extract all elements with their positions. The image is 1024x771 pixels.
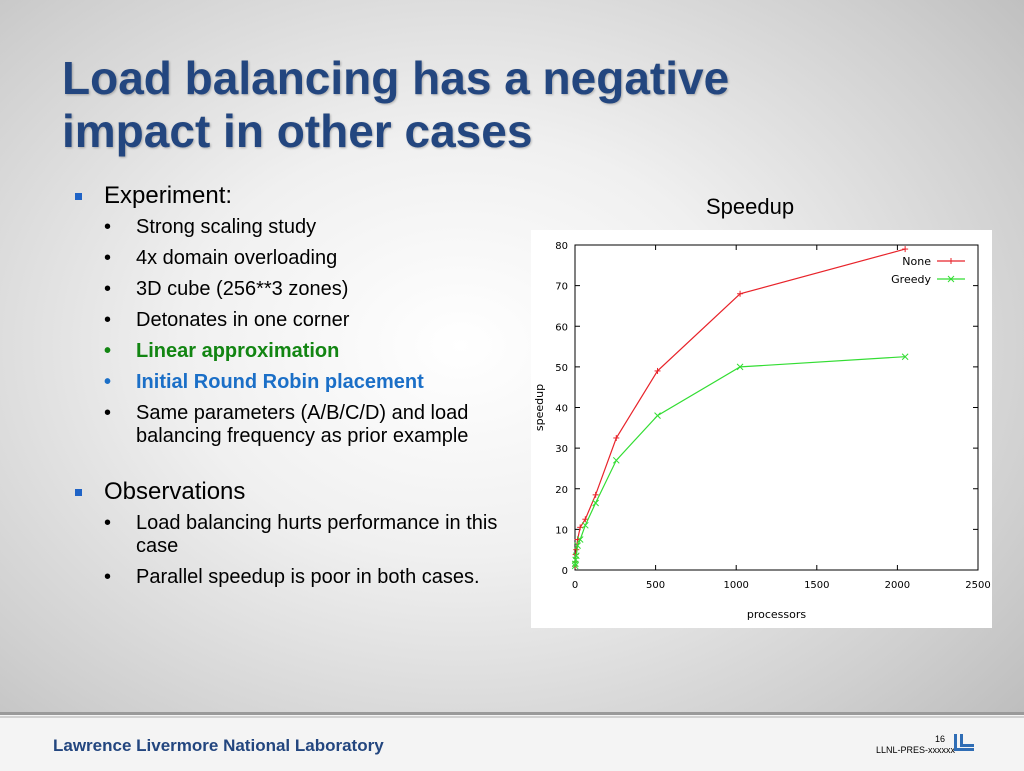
y-tick-label: 10 bbox=[555, 525, 568, 536]
legend-label-greedy: Greedy bbox=[891, 273, 931, 286]
list-item: • Detonates in one corner bbox=[104, 309, 350, 331]
y-tick-label: 20 bbox=[555, 485, 568, 496]
speedup-chart: 0 10 20 30 40 50 60 70 80 0 500 1000 1500 2000 2500 pro… bbox=[531, 230, 992, 628]
data-point-greedy bbox=[901, 353, 909, 361]
y-tick-label: 60 bbox=[555, 322, 568, 333]
y-tick-label: 30 bbox=[555, 444, 568, 455]
data-point-none bbox=[654, 367, 661, 374]
y-tick-label: 40 bbox=[555, 404, 568, 415]
page-number: 16 bbox=[935, 734, 946, 744]
title-line-1: Load balancing has a negative bbox=[62, 52, 730, 104]
bullet-observations: Observations bbox=[72, 478, 522, 506]
footer-divider bbox=[0, 716, 1024, 718]
footer-bar bbox=[0, 712, 1024, 771]
data-point-greedy bbox=[612, 456, 620, 464]
chart-svg: 0 10 20 30 40 50 60 70 80 0 500 1000 1500 2000 2500 pro… bbox=[533, 241, 991, 621]
y-tick-label: 50 bbox=[555, 363, 568, 374]
data-point-none bbox=[902, 246, 909, 253]
data-point-greedy bbox=[576, 536, 584, 543]
observations-sublist: • Load balancing hurts performance in thi… bbox=[72, 512, 522, 589]
data-point-greedy bbox=[736, 363, 744, 371]
data-point-none bbox=[577, 524, 584, 531]
data-point-none bbox=[582, 516, 589, 523]
data-point-none bbox=[737, 290, 744, 297]
presentation-id: LLNL-PRES-xxxxxx bbox=[876, 745, 956, 755]
bullet-list: Experiment: • Strong scaling study • 4x do… bbox=[72, 182, 522, 597]
list-item-round-robin: • Initial Round Robin placement bbox=[104, 371, 424, 393]
experiment-sublist: • Strong scaling study • 4x domain overloa… bbox=[72, 216, 522, 448]
list-item: • Strong scaling study bbox=[104, 216, 317, 238]
legend-marker-greedy bbox=[947, 275, 955, 283]
list-item: • Load balancing hurts performance in thi… bbox=[104, 512, 498, 557]
lab-name: Lawrence Livermore National Laboratory bbox=[53, 736, 384, 755]
y-axis-label: speedup bbox=[533, 384, 546, 431]
x-tick-label: 1500 bbox=[804, 580, 829, 591]
x-tick-label: 2500 bbox=[965, 580, 990, 591]
bullet-experiment: Experiment: bbox=[72, 182, 522, 210]
list-item: • Same parameters (A/B/C/D) and load bala… bbox=[104, 402, 469, 447]
x-tick-label: 0 bbox=[572, 580, 578, 591]
x-tick-label: 500 bbox=[646, 580, 665, 591]
list-item: • 3D cube (256**3 zones) bbox=[104, 278, 349, 300]
data-point-greedy bbox=[574, 542, 581, 549]
x-tick-label: 1000 bbox=[723, 580, 748, 591]
data-point-none bbox=[613, 434, 620, 441]
legend-label-none: None bbox=[902, 255, 931, 268]
slide-title: Load balancing has a negative impact in … bbox=[62, 52, 962, 158]
list-item: • Parallel speedup is poor in both cases. bbox=[104, 566, 480, 588]
llnl-logo-icon bbox=[954, 734, 974, 751]
list-item: • 4x domain overloading bbox=[104, 247, 338, 269]
series-line-greedy bbox=[574, 356, 906, 566]
list-item-linear-approx: • Linear approximation bbox=[104, 340, 340, 362]
y-tick-label: 70 bbox=[555, 282, 568, 293]
y-tick-label: 0 bbox=[562, 566, 568, 577]
data-point-greedy bbox=[654, 412, 661, 419]
x-axis-label: processors bbox=[747, 608, 807, 621]
data-point-greedy bbox=[592, 499, 599, 507]
title-line-2: impact in other cases bbox=[62, 105, 533, 157]
chart-heading: Speedup bbox=[706, 194, 795, 219]
legend-marker-none bbox=[948, 258, 954, 264]
data-point-greedy bbox=[572, 552, 580, 560]
data-point-none bbox=[592, 491, 599, 498]
y-tick-label: 80 bbox=[555, 241, 568, 252]
data-point-greedy bbox=[571, 562, 579, 570]
x-tick-label: 2000 bbox=[885, 580, 910, 591]
data-point-greedy bbox=[581, 521, 589, 529]
